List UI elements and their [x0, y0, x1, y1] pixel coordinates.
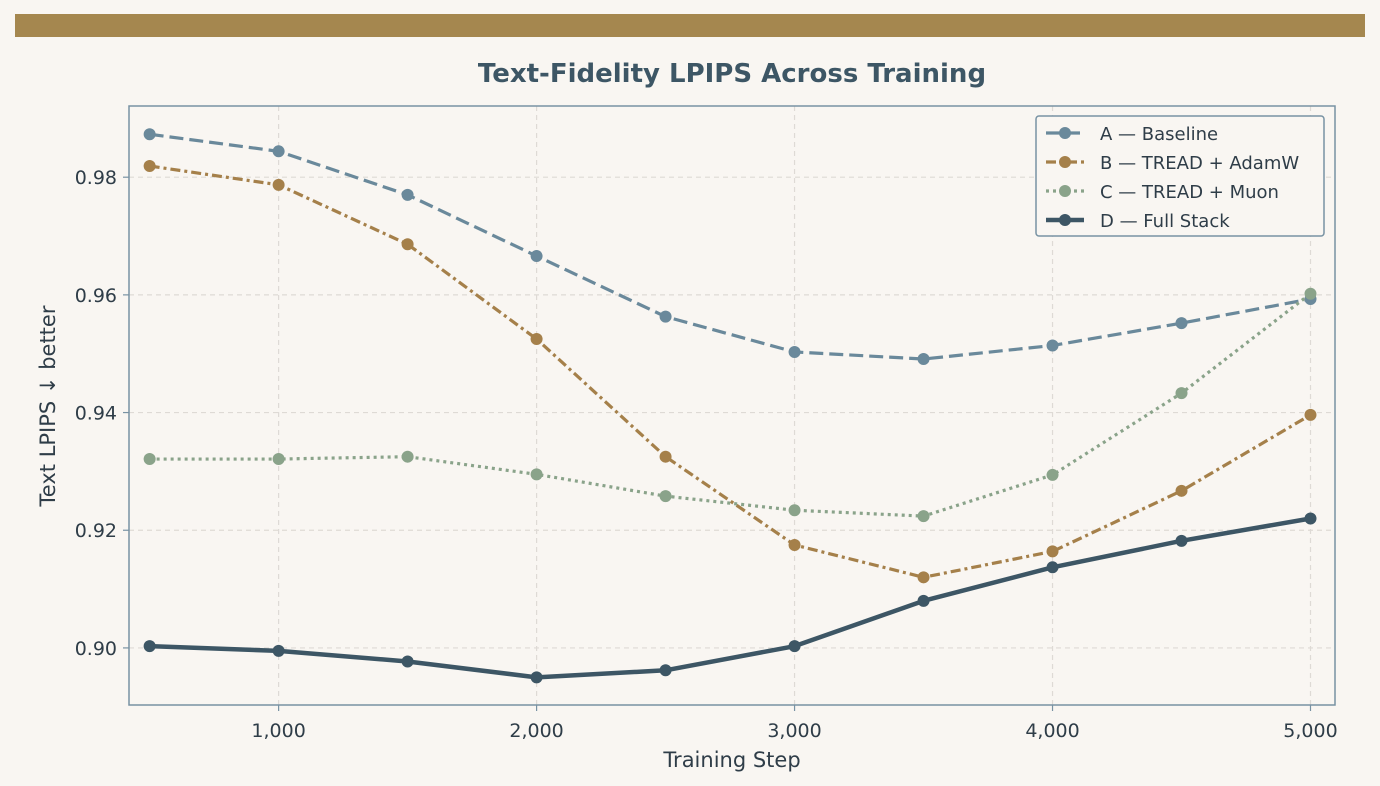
data-point — [1175, 387, 1188, 400]
series-d — [143, 512, 1317, 684]
y-tick-label: 0.94 — [75, 403, 117, 425]
series-b — [143, 160, 1317, 584]
legend-label: C — TREAD + Muon — [1100, 182, 1279, 203]
data-point — [1175, 534, 1188, 547]
data-point — [530, 250, 543, 263]
legend-marker — [1059, 185, 1071, 197]
y-tick-label: 0.98 — [75, 167, 117, 189]
series-line — [149, 132, 1311, 361]
data-point — [272, 145, 285, 158]
data-point — [1304, 408, 1317, 421]
y-tick-label: 0.96 — [75, 285, 117, 307]
data-point — [530, 671, 543, 684]
data-point — [917, 510, 930, 523]
plot-frame — [128, 105, 1336, 706]
data-point — [272, 453, 285, 466]
data-point — [1046, 545, 1059, 558]
data-point — [917, 594, 930, 607]
data-point — [143, 640, 156, 653]
x-tick-label: 2,000 — [509, 720, 563, 742]
data-point — [1304, 512, 1317, 525]
legend-marker — [1059, 127, 1071, 139]
data-point — [1046, 561, 1059, 574]
x-tick-label: 4,000 — [1025, 720, 1079, 742]
data-point — [401, 238, 414, 251]
data-point — [1304, 287, 1317, 300]
data-point — [143, 453, 156, 466]
series-line — [149, 292, 1312, 518]
series-line — [149, 516, 1311, 680]
data-point — [1175, 317, 1188, 330]
data-point — [917, 353, 930, 366]
data-point — [659, 450, 672, 463]
header-accent-bar — [15, 14, 1365, 37]
data-point — [272, 644, 285, 657]
y-axis-label: Text LPIPS ↓ better — [36, 305, 60, 507]
x-tick-label: 3,000 — [767, 720, 821, 742]
axis-ticks: 1,000 2,000 3,000 4,000 5,000 0.90 0.92 0.94 0.9… — [75, 167, 1338, 742]
data-point — [401, 188, 414, 201]
data-point — [1175, 484, 1188, 497]
data-point — [530, 333, 543, 346]
data-point — [659, 664, 672, 677]
x-axis-label: Training Step — [662, 748, 800, 772]
y-tick-label: 0.92 — [75, 520, 117, 542]
series-a — [143, 128, 1317, 366]
series-line — [149, 164, 1312, 579]
data-point — [1046, 339, 1059, 352]
legend: A — Baseline B — TREAD + AdamW C — TREAD +… — [1035, 115, 1325, 237]
x-tick-label: 1,000 — [251, 720, 305, 742]
legend-marker — [1059, 156, 1071, 168]
data-point — [143, 128, 156, 141]
data-point — [401, 450, 414, 463]
data-point — [1046, 468, 1059, 481]
legend-label: B — TREAD + AdamW — [1100, 153, 1299, 174]
legend-label: A — Baseline — [1100, 124, 1218, 145]
legend-marker — [1059, 214, 1071, 226]
chart-title: Text-Fidelity LPIPS Across Training — [478, 59, 986, 89]
x-tick-label: 5,000 — [1283, 720, 1337, 742]
data-point — [659, 310, 672, 323]
data-point — [788, 640, 801, 653]
data-point — [659, 490, 672, 503]
data-point — [401, 655, 414, 668]
legend-label: D — Full Stack — [1100, 211, 1230, 232]
data-point — [917, 571, 930, 584]
legend-box — [1035, 115, 1325, 237]
data-point — [788, 538, 801, 551]
series-c — [143, 287, 1317, 523]
y-tick-label: 0.90 — [75, 638, 117, 660]
data-point — [272, 178, 285, 191]
data-point — [788, 504, 801, 517]
data-point — [530, 468, 543, 481]
data-point — [788, 345, 801, 358]
series-layer — [143, 128, 1317, 684]
grid-lines — [129, 106, 1335, 705]
data-point — [143, 160, 156, 173]
